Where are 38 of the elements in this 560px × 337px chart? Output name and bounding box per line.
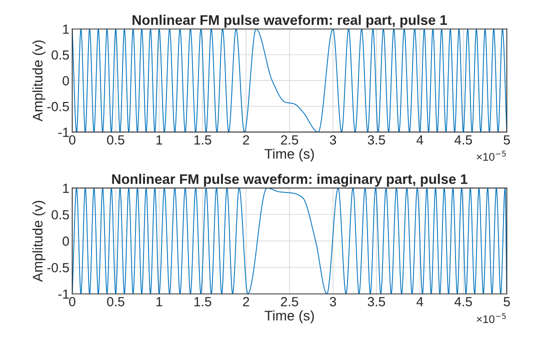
x-tick-label: 3.5 [368, 135, 386, 145]
x-tick-label: 4.5 [454, 135, 472, 145]
y-tick-label: 1 [63, 184, 69, 193]
y-tick-label: 0 [62, 76, 69, 86]
chart-title: Nonlinear FM pulse waveform: imaginary part, pulse 1 [112, 174, 468, 187]
y-tick-label: -0.5 [47, 262, 69, 272]
chart-title: Nonlinear FM pulse waveform: real part, pulse 1 [132, 14, 447, 28]
y-tick-label: 0.5 [52, 50, 69, 60]
x-tick-label: 5 [504, 135, 510, 145]
x-tick-label: 1 [156, 297, 162, 306]
y-axis-title: Amplitude (v) [32, 40, 46, 122]
x-tick-label: 3 [330, 296, 336, 306]
x-tick-label: 2.5 [281, 135, 298, 145]
x-tick-label: 3.5 [368, 296, 386, 306]
y-axis-title: Amplitude (v) [32, 200, 46, 282]
y-tick-label: -1 [58, 290, 69, 299]
x-tick-label: 4 [416, 135, 424, 144]
x-tick-label: 2 [243, 135, 250, 144]
x-tick-label: 0.5 [107, 135, 124, 145]
x-tick-label: 0.5 [107, 296, 124, 306]
y-tick-label: -1 [58, 128, 69, 137]
x-tick-label: 1 [156, 135, 162, 144]
text: ×10$^{−5}$ [476, 313, 506, 324]
x-tick-label: 3 [330, 135, 336, 145]
x-axis-title: Time (s) [264, 148, 314, 162]
x-tick-label: 1.5 [194, 297, 212, 306]
x-tick-label: 1.5 [194, 135, 212, 145]
x-tick-label: 4.5 [454, 297, 472, 306]
text: ×10$^{−5}$ [476, 150, 506, 161]
y-tick-label: -0.5 [47, 102, 69, 112]
x-tick-label: 4 [416, 297, 424, 306]
y-tick-label: 0.5 [52, 210, 69, 220]
x-tick-label: 5 [504, 297, 510, 306]
x-axis-title: Time (s) [264, 310, 314, 324]
y-tick-label: 0 [62, 236, 69, 246]
x-tick-label: 2.5 [281, 296, 298, 306]
x-tick-label: 2 [243, 296, 250, 306]
y-tick-label: 1 [63, 24, 69, 34]
